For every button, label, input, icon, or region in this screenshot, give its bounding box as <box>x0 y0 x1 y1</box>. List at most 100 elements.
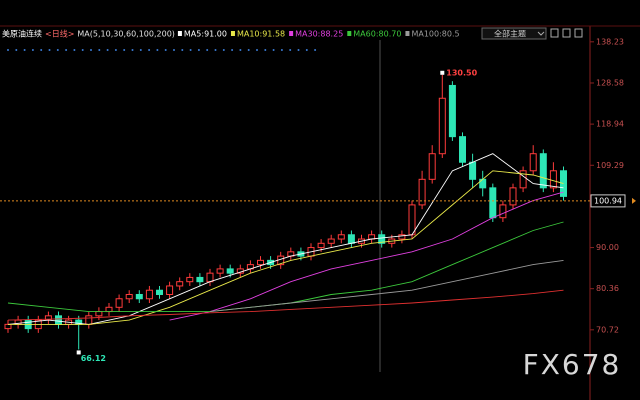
ma-line <box>7 289 564 321</box>
candle-body <box>317 242 325 249</box>
legend-swatch <box>405 31 410 36</box>
marker-dot <box>231 49 234 51</box>
period: <日线> <box>45 29 74 39</box>
candle-body <box>448 84 456 138</box>
low-label: 66.12 <box>81 354 106 363</box>
marker-dot <box>181 49 184 51</box>
y-tick-label: 70.72 <box>596 325 619 334</box>
candle-body <box>327 238 335 244</box>
candle-body <box>206 272 214 283</box>
current-price-box <box>590 194 626 208</box>
marker-dot <box>305 49 308 51</box>
marker-dot <box>106 49 109 51</box>
current-price-label: 100.94 <box>594 196 622 205</box>
candle-body <box>509 187 517 206</box>
watermark: FX678 <box>523 348 622 381</box>
icon[interactable] <box>574 28 583 38</box>
marker-dot <box>280 49 283 51</box>
candle-body <box>105 306 113 313</box>
candle-body <box>135 293 143 300</box>
candle-body <box>378 234 386 244</box>
marker-dot <box>131 49 134 51</box>
candle-body <box>55 315 62 325</box>
legend-swatch <box>177 31 182 36</box>
marker-dots <box>7 49 317 51</box>
legend-label: MA100:80.5 <box>411 30 459 39</box>
y-tick-label: 80.36 <box>596 284 619 293</box>
marker-dot <box>123 49 126 51</box>
candle-body <box>519 170 527 189</box>
ma-line <box>169 191 564 321</box>
ma-line <box>209 259 564 313</box>
legend-label: MA60:80.70 <box>353 30 401 39</box>
y-tick-label: 138.23 <box>596 37 624 46</box>
candle-body <box>176 281 184 287</box>
marker-dot <box>48 49 51 51</box>
candle-body <box>489 187 497 219</box>
candle-body <box>216 268 224 274</box>
marker-dot <box>239 49 242 51</box>
y-tick-label: 90.00 <box>596 243 619 252</box>
marker-dot <box>173 49 175 51</box>
ma-line <box>7 153 564 325</box>
marker-dot <box>222 49 225 51</box>
legend-swatch <box>347 31 352 36</box>
candle-body <box>115 298 123 308</box>
candle-body <box>186 276 194 283</box>
candle-body <box>539 153 547 189</box>
marker-dot <box>65 49 68 51</box>
candle-body <box>337 234 345 240</box>
candle-body <box>529 153 537 172</box>
marker-dot <box>90 49 92 51</box>
marker-dot <box>264 49 267 51</box>
legend-label: MA5:91.00 <box>184 30 227 39</box>
legend-label: MA10:91.58 <box>237 30 285 39</box>
marker-dot <box>7 49 9 51</box>
dropdown-arrow <box>537 31 545 36</box>
marker-dot <box>31 49 34 51</box>
icon[interactable] <box>562 28 571 38</box>
candle-body <box>347 234 355 244</box>
marker-dot <box>247 49 250 51</box>
marker-dot <box>314 49 317 51</box>
candle-body <box>549 170 557 189</box>
marker-dot <box>15 49 18 51</box>
dropdown[interactable] <box>481 27 547 40</box>
marker-dot <box>206 49 209 51</box>
marker-dot <box>197 49 200 51</box>
marker-dot <box>73 49 76 51</box>
marker-dot <box>156 49 159 51</box>
candle-body <box>438 97 446 155</box>
candle-body <box>408 204 416 236</box>
marker-dot <box>56 49 59 51</box>
y-tick-label: 118.94 <box>596 120 624 129</box>
candle-body <box>166 285 174 295</box>
header: 美原油连续 <日线> MA(5,10,30,60,100,200) MA5:91… <box>2 29 460 39</box>
high-label: 130.50 <box>446 68 477 77</box>
candle-body <box>156 289 163 295</box>
marker-dot <box>98 49 101 51</box>
dropdown-label[interactable]: 全部主题 <box>494 29 526 39</box>
candle-body <box>499 204 507 219</box>
candle-body <box>145 289 153 300</box>
candle-body <box>428 153 436 180</box>
high-marker <box>440 70 445 75</box>
marker-dot <box>256 49 258 51</box>
candle-body <box>398 234 406 240</box>
symbol: 美原油连续 <box>2 29 42 39</box>
icon[interactable] <box>550 28 559 38</box>
legend-label: MA30:88.25 <box>295 30 343 39</box>
marker-dot <box>148 49 151 51</box>
marker-dot <box>23 49 26 51</box>
marker-dot <box>297 49 300 51</box>
candle-body <box>226 268 234 274</box>
candle-body <box>257 259 264 266</box>
marker-dot <box>81 49 84 51</box>
low-marker <box>76 350 81 355</box>
marker-dot <box>139 49 142 51</box>
marker-dot <box>164 49 167 51</box>
marker-dot <box>114 49 117 51</box>
